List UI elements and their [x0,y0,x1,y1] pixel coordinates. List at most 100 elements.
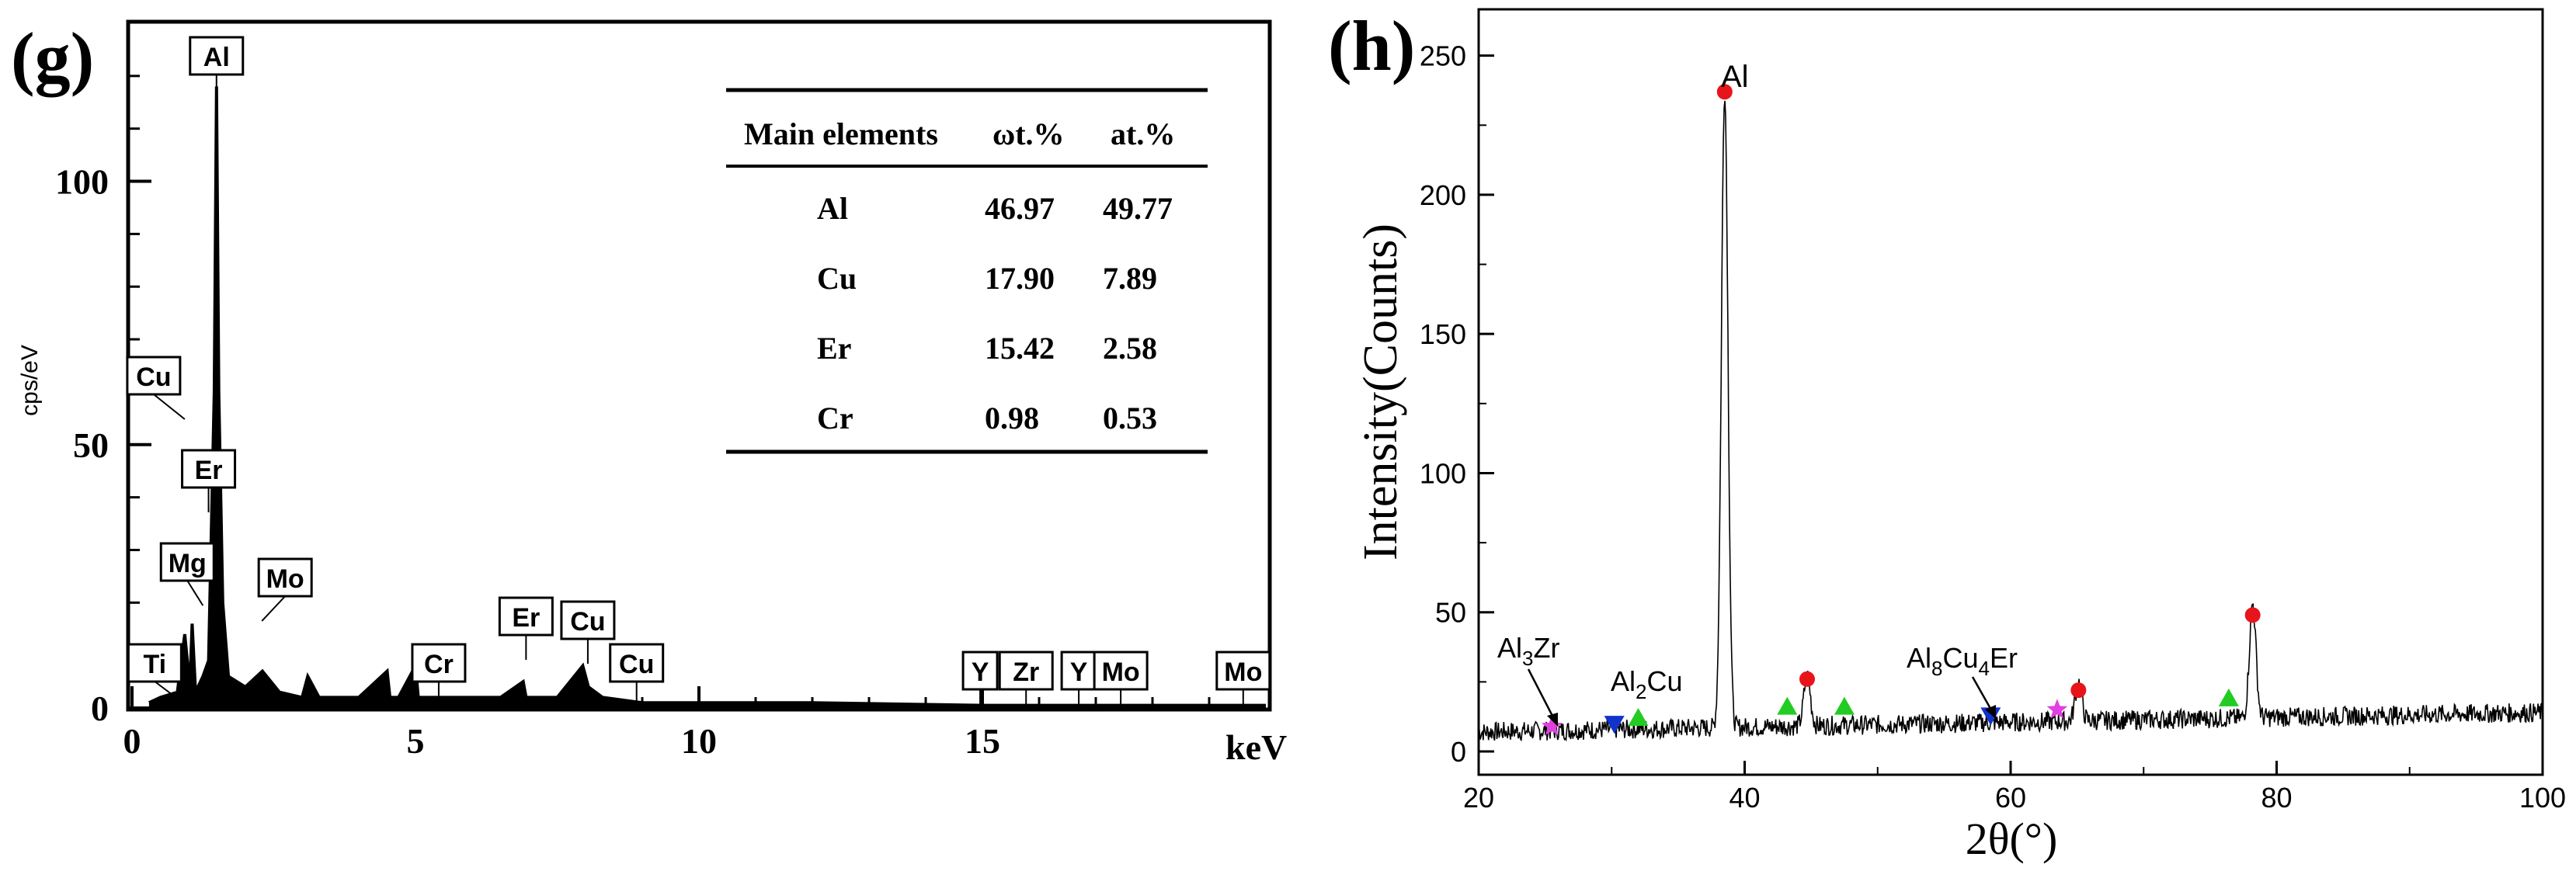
eds-x-axis-label: keV [1225,727,1287,767]
xrd-y-axis-label: Intensity(Counts) [1354,224,1407,560]
marker-al2cu [1834,696,1855,715]
element-label: Y [1070,658,1088,687]
x-tick-label: 10 [681,721,717,761]
table-cell: 0.53 [1103,401,1157,436]
y-tick-label: 0 [91,689,109,728]
element-label: Er [195,456,223,485]
element-label-box [159,542,215,582]
annotation-al2cu: Al2Cu [1611,665,1683,703]
table-cell: 15.42 [985,331,1055,366]
xrd-x-axis-label: 2θ(°) [1966,814,2058,864]
marker-al2cu [1628,707,1649,726]
table-cell: Al [817,191,848,226]
table-cell: Cr [817,401,853,436]
element-label-box [257,557,313,598]
xrd-phase-markers [1541,84,2261,736]
marker-al [1799,671,1815,687]
table-cell: 0.98 [985,401,1039,436]
element-label-box [961,651,999,691]
marker-al2cu [1777,696,1798,715]
xrd-annotations: Al Al3Zr Al2Cu Al8Cu4Er [1497,60,2018,727]
element-label-leader [261,595,286,622]
element-label: Ti [144,650,167,679]
x-tick-label: 80 [2261,782,2292,814]
x-tick-label: 100 [2519,782,2566,814]
eds-plot-frame [126,19,1272,712]
y-tick-label: 50 [73,425,109,465]
eds-y-axis-label: cps/eV [17,345,43,416]
xrd-y-axis: 0 50 100 150 200 250 [1420,40,1494,768]
x-tick-label: 5 [407,721,425,761]
marker-al8cu4er [1604,716,1625,734]
y-tick-label: 50 [1435,597,1466,629]
x-tick-label: 15 [965,721,1000,761]
spectrum-fill [148,86,1266,708]
marker-al [2070,682,2087,699]
table-cell: Cu [817,261,857,296]
annotation-al8cu4er: Al8Cu4Er [1907,642,2018,680]
element-label: Zr [1013,658,1039,687]
element-label-leader [154,681,186,706]
annotation-al3zr: Al3Zr [1497,632,1559,670]
y-tick-label: 100 [55,162,109,202]
element-label: Al [203,43,230,72]
element-label: Er [512,603,540,633]
annotation-al8cu4er-arrowhead [1985,705,1996,719]
eds-y-axis: 0 50 100 [55,75,151,728]
eds-element-labels: Al Cu Er Mg Mo Ti Cr Er Cu Cu Y Zr Y Mo Mo [126,36,1271,706]
element-label-box [411,643,467,683]
element-label-leader [186,580,204,606]
eds-panel: (g) 0 50 100 0 5 10 15 cps/eV keV Al Cu Er Mg Mo T… [11,18,1287,767]
element-label: Cu [570,607,605,637]
table-header-elements: Main elements [744,116,938,151]
composition-table: Main elements ωt.% at.% Al 46.97 49.77 Cu 17… [726,88,1208,454]
element-label: Cr [424,650,454,679]
element-label-box [1093,651,1149,691]
marker-al2cu [2218,688,2239,706]
table-body: Al 46.97 49.77 Cu 17.90 7.89 Er 15.42 2.58 Cr 0.98… [817,191,1173,436]
xrd-line [1478,100,2543,742]
element-label: Mo [1102,658,1140,687]
table-header-at: at.% [1111,116,1175,151]
table-cell: 46.97 [985,191,1055,226]
annotation-al8cu4er-arrow [1971,676,1994,713]
table-cell: 49.77 [1103,191,1173,226]
annotation-al3zr-arrowhead [1547,713,1558,727]
table-cell: 17.90 [985,261,1055,296]
panel-label-h: (h) [1328,6,1415,85]
element-label: Mo [1224,658,1262,687]
marker-al3zr [2046,699,2068,719]
y-tick-label: 0 [1451,736,1466,768]
element-label-box [609,643,665,683]
panel-label-g: (g) [11,18,94,97]
element-label: Cu [136,363,171,392]
element-label-box [1215,651,1271,691]
element-label-leader [153,394,186,420]
eds-spectrum [148,86,1266,708]
xrd-x-axis: 20 40 60 80 100 [1463,761,2566,814]
x-tick-label: 0 [123,721,141,761]
element-label: Mo [266,564,304,594]
element-label-box [560,600,616,640]
table-cell: Er [817,331,851,366]
xrd-panel: (h) 0 50 100 150 200 250 20 40 60 80 100 Intensit… [1328,6,2566,864]
x-tick-label: 60 [1995,782,2026,814]
x-tick-label: 40 [1729,782,1760,814]
table-header-wt: ωt.% [993,116,1065,151]
y-tick-label: 100 [1420,457,1466,489]
element-label-box [498,596,554,637]
xrd-pattern [1478,100,2543,742]
element-label: Mg [169,549,207,578]
marker-al3zr [1541,715,1563,736]
eds-x-axis: 0 5 10 15 [123,686,1211,761]
marker-al [1716,84,1733,100]
y-tick-label: 250 [1420,40,1466,72]
marker-al [2244,607,2261,623]
table-cell: 7.89 [1103,261,1157,296]
spectrum-line [148,86,1266,707]
annotation-al: Al [1721,60,1749,94]
y-tick-label: 150 [1420,318,1466,350]
annotation-al3zr-arrow [1527,668,1556,721]
x-tick-label: 20 [1463,782,1494,814]
